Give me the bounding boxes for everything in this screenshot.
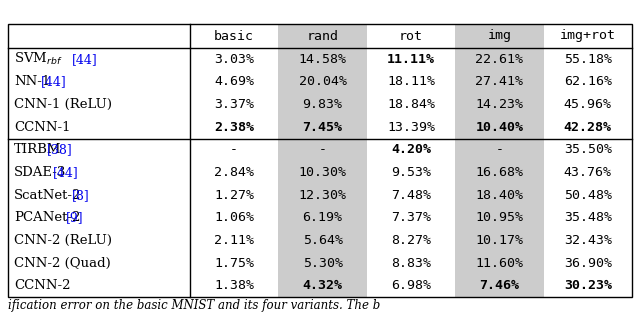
Text: 2.84%: 2.84% xyxy=(214,166,254,179)
Text: 8.27%: 8.27% xyxy=(391,234,431,247)
Text: [38]: [38] xyxy=(47,143,73,156)
Text: 7.46%: 7.46% xyxy=(479,279,520,292)
Text: 10.30%: 10.30% xyxy=(299,166,347,179)
Text: 35.50%: 35.50% xyxy=(564,143,612,156)
Text: 6.19%: 6.19% xyxy=(303,211,342,224)
Text: 1.06%: 1.06% xyxy=(214,211,254,224)
Text: CNN-2 (Quad): CNN-2 (Quad) xyxy=(14,256,111,270)
Text: 13.39%: 13.39% xyxy=(387,121,435,134)
Text: 1.75%: 1.75% xyxy=(214,256,254,270)
Text: 7.48%: 7.48% xyxy=(391,189,431,202)
Text: 11.60%: 11.60% xyxy=(476,256,524,270)
Text: 14.58%: 14.58% xyxy=(299,53,347,66)
Text: 43.76%: 43.76% xyxy=(564,166,612,179)
Text: 10.40%: 10.40% xyxy=(476,121,524,134)
Text: 42.28%: 42.28% xyxy=(564,121,612,134)
Bar xyxy=(8,24,632,297)
Text: 16.68%: 16.68% xyxy=(476,166,524,179)
Text: [8]: [8] xyxy=(72,189,90,202)
Text: [44]: [44] xyxy=(41,76,67,88)
Text: 1.27%: 1.27% xyxy=(214,189,254,202)
Text: 1.38%: 1.38% xyxy=(214,279,254,292)
Text: -: - xyxy=(319,143,326,156)
Text: 4.32%: 4.32% xyxy=(303,279,342,292)
Text: 3.03%: 3.03% xyxy=(214,53,254,66)
Text: 7.45%: 7.45% xyxy=(303,121,342,134)
Text: 45.96%: 45.96% xyxy=(564,98,612,111)
Text: ScatNet-2: ScatNet-2 xyxy=(14,189,81,202)
Text: CNN-1 (ReLU): CNN-1 (ReLU) xyxy=(14,98,112,111)
Text: 2.38%: 2.38% xyxy=(214,121,254,134)
Text: 62.16%: 62.16% xyxy=(564,76,612,88)
Text: 14.23%: 14.23% xyxy=(476,98,524,111)
Text: rand: rand xyxy=(307,29,339,42)
Text: 10.95%: 10.95% xyxy=(476,211,524,224)
Text: 50.48%: 50.48% xyxy=(564,189,612,202)
Text: SVM$_{\mathit{rbf}}$: SVM$_{\mathit{rbf}}$ xyxy=(14,51,63,67)
Text: -: - xyxy=(495,143,504,156)
Text: SDAE-3: SDAE-3 xyxy=(14,166,67,179)
Text: CNN-2 (ReLU): CNN-2 (ReLU) xyxy=(14,234,112,247)
Text: CCNN-2: CCNN-2 xyxy=(14,279,70,292)
Text: [44]: [44] xyxy=(72,53,98,66)
Text: 27.41%: 27.41% xyxy=(476,76,524,88)
Text: 5.30%: 5.30% xyxy=(303,256,342,270)
Text: 4.20%: 4.20% xyxy=(391,143,431,156)
Text: 4.69%: 4.69% xyxy=(214,76,254,88)
Text: 36.90%: 36.90% xyxy=(564,256,612,270)
Text: img: img xyxy=(488,29,511,42)
Text: rot: rot xyxy=(399,29,423,42)
Text: 22.61%: 22.61% xyxy=(476,53,524,66)
Text: 6.98%: 6.98% xyxy=(391,279,431,292)
Text: CCNN-1: CCNN-1 xyxy=(14,121,70,134)
Text: 3.37%: 3.37% xyxy=(214,98,254,111)
Text: 5.64%: 5.64% xyxy=(303,234,342,247)
Text: 30.23%: 30.23% xyxy=(564,279,612,292)
Text: [44]: [44] xyxy=(53,166,79,179)
Text: 55.18%: 55.18% xyxy=(564,53,612,66)
Text: ification error on the basic MNIST and its four variants. The b: ification error on the basic MNIST and i… xyxy=(8,299,380,311)
Text: 32.43%: 32.43% xyxy=(564,234,612,247)
Text: 8.83%: 8.83% xyxy=(391,256,431,270)
Text: 9.83%: 9.83% xyxy=(303,98,342,111)
Text: -: - xyxy=(230,143,238,156)
Text: 7.37%: 7.37% xyxy=(391,211,431,224)
Text: basic: basic xyxy=(214,29,254,42)
Text: 20.04%: 20.04% xyxy=(299,76,347,88)
Bar xyxy=(278,24,367,297)
Text: 18.84%: 18.84% xyxy=(387,98,435,111)
Bar xyxy=(455,24,543,297)
Text: NN-1: NN-1 xyxy=(14,76,51,88)
Text: 35.48%: 35.48% xyxy=(564,211,612,224)
Text: PCANet-2: PCANet-2 xyxy=(14,211,81,224)
Text: 9.53%: 9.53% xyxy=(391,166,431,179)
Text: 18.40%: 18.40% xyxy=(476,189,524,202)
Text: 12.30%: 12.30% xyxy=(299,189,347,202)
Text: TIRBM: TIRBM xyxy=(14,143,61,156)
Text: 2.11%: 2.11% xyxy=(214,234,254,247)
Text: 18.11%: 18.11% xyxy=(387,76,435,88)
Text: 10.17%: 10.17% xyxy=(476,234,524,247)
Text: img+rot: img+rot xyxy=(560,29,616,42)
Text: [9]: [9] xyxy=(65,211,83,224)
Text: 11.11%: 11.11% xyxy=(387,53,435,66)
